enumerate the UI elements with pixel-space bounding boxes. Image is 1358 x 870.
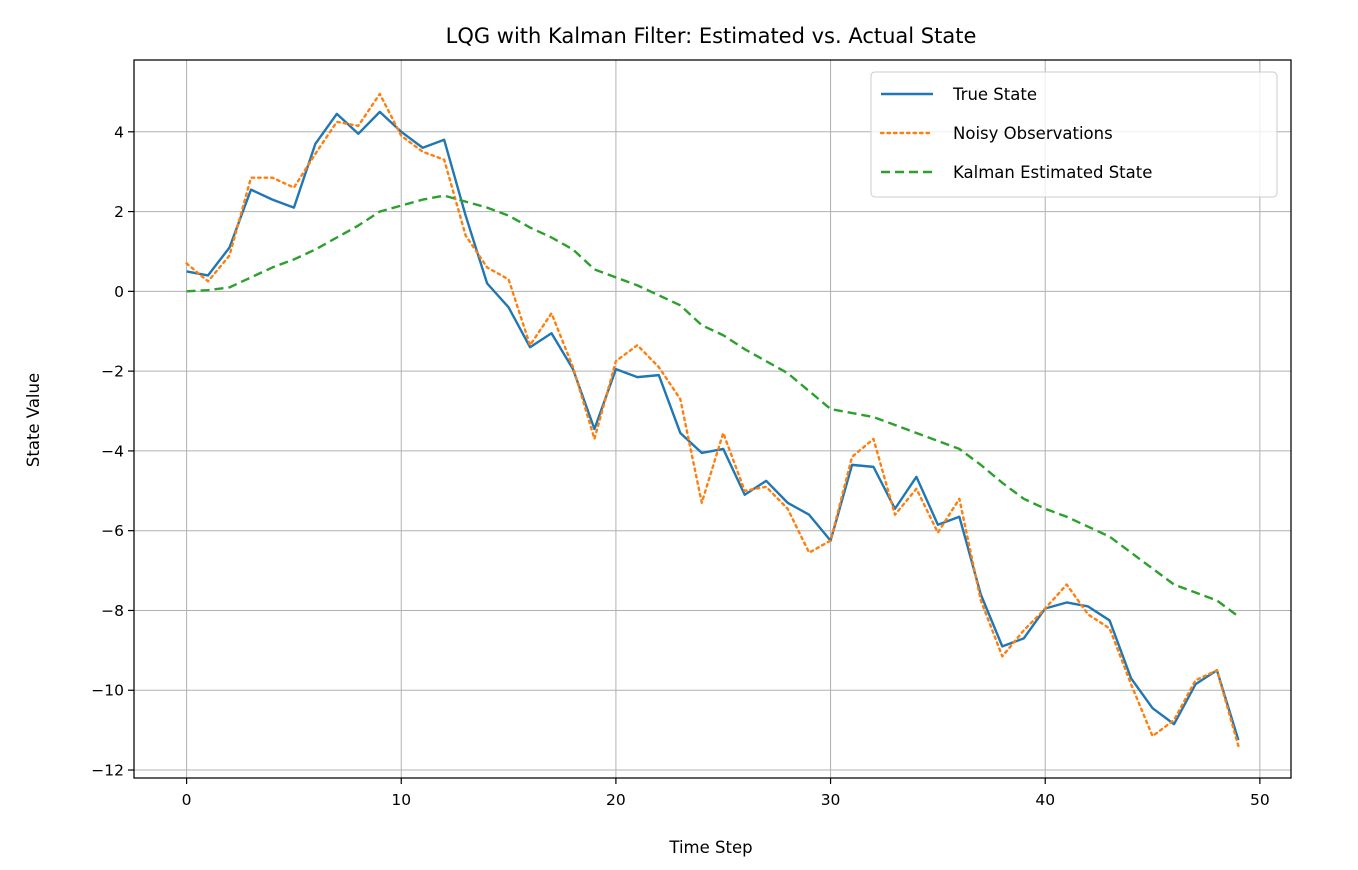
x-tick-label: 50 xyxy=(1250,791,1270,809)
legend-label: Noisy Observations xyxy=(953,124,1113,143)
y-tick-label: −10 xyxy=(91,682,124,700)
series-line-true-state xyxy=(186,110,1240,741)
legend-label: Kalman Estimated State xyxy=(953,163,1152,182)
x-tick-label: 40 xyxy=(1035,791,1055,809)
series-line-kalman-estimated-state xyxy=(186,194,1240,618)
legend-label: True State xyxy=(952,85,1037,104)
y-tick-label: 0 xyxy=(114,283,124,301)
series-line-noisy-observations xyxy=(185,92,1240,748)
y-tick-label: 4 xyxy=(114,123,124,141)
x-tick-label: 30 xyxy=(821,791,841,809)
series-layer xyxy=(185,92,1240,748)
x-tick-label: 0 xyxy=(182,791,192,809)
y-tick-label: 2 xyxy=(114,203,124,221)
y-tick-label: −2 xyxy=(101,363,124,381)
x-tick-label: 10 xyxy=(391,791,411,809)
x-axis-label: Time Step xyxy=(668,838,752,857)
y-tick-label: −4 xyxy=(101,442,124,460)
x-tick-label: 20 xyxy=(606,791,626,809)
y-tick-label: −6 xyxy=(101,522,124,540)
y-tick-label: −12 xyxy=(91,762,124,780)
chart-title: LQG with Kalman Filter: Estimated vs. Ac… xyxy=(446,24,977,48)
y-axis-label: State Value xyxy=(24,373,43,467)
plot-frame xyxy=(133,59,1292,779)
axis-ticks: 0 10 20 30 40 50 −12 −10 −8 −6 −4 −2 0 2 4 xyxy=(91,123,1269,809)
legend: True State Noisy Observations Kalman Estim… xyxy=(870,71,1278,198)
y-tick-label: −8 xyxy=(101,602,124,620)
legend-box xyxy=(870,71,1278,198)
